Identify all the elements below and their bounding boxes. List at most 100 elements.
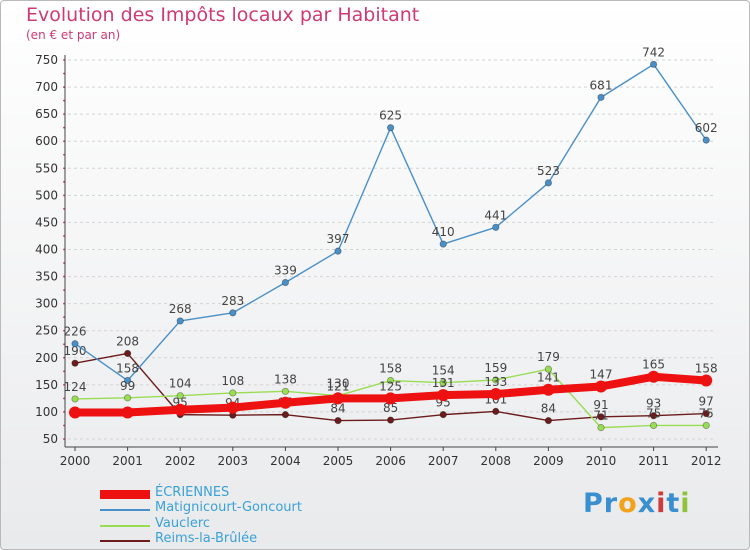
data-label: 71 [593,409,608,423]
data-point [332,392,344,405]
logo-letter: r [603,488,619,519]
data-label: 121 [327,379,350,393]
data-point [121,406,134,419]
data-label: 93 [646,397,661,411]
data-label: 84 [330,402,345,416]
legend-swatch [100,509,150,511]
y-minor-tick [63,221,65,224]
data-point [124,376,132,385]
y-minor-tick [63,424,65,427]
y-tick-label: 250 [35,324,58,338]
x-tick-label: 2007 [428,454,459,468]
logo-letter: t [666,488,681,519]
y-tick-label: 450 [35,215,58,229]
data-label: 158 [695,362,718,376]
data-point [492,223,500,231]
data-label: 75 [699,406,714,420]
y-tick-label: 550 [35,161,58,175]
data-point [439,240,447,248]
data-label: 131 [432,376,455,390]
y-tick-label: 750 [35,53,58,67]
data-point [544,365,553,373]
data-point [281,278,289,287]
y-minor-tick [63,302,65,305]
data-point [71,395,79,403]
y-minor-tick [63,207,65,210]
y-tick-label: 50 [43,432,58,446]
data-label: 397 [327,232,350,246]
legend-swatch [100,490,150,499]
data-point [281,411,289,419]
x-tick-label: 2009 [533,454,564,468]
y-minor-tick [63,262,65,264]
data-label: 159 [484,361,507,375]
logo-letter: o [618,488,638,519]
data-label: 85 [383,401,398,415]
legend-swatch [100,540,150,542]
legend-label: ÉCRIENNES [155,485,230,500]
y-minor-tick [63,72,65,75]
data-point [439,411,447,419]
data-point [229,389,237,397]
data-point [229,309,237,317]
data-point [176,317,184,325]
y-minor-tick [63,167,65,170]
x-tick-label: 2012 [691,454,722,468]
y-tick-label: 200 [35,351,58,365]
logo-letter: P [583,488,604,519]
data-label: 97 [699,395,714,409]
data-label: 75 [646,406,661,420]
data-label: 158 [116,362,139,376]
y-minor-tick [63,343,65,346]
x-tick-label: 2011 [638,454,669,468]
data-label: 84 [541,402,556,416]
data-point [124,394,132,402]
data-label: 226 [64,325,87,339]
data-point [124,349,132,358]
y-minor-tick [63,370,65,373]
x-tick-label: 2000 [60,454,91,468]
data-label: 208 [116,334,139,348]
x-tick-label: 2003 [218,454,249,468]
data-label: 523 [537,164,560,178]
y-tick-label: 150 [35,378,58,392]
y-minor-tick [63,316,65,319]
y-minor-tick [63,397,65,400]
y-minor-tick [63,438,65,440]
data-point [386,376,395,385]
legend-label: Reims-la-Brûlée [155,531,258,546]
y-tick-label: 500 [35,188,58,202]
x-tick-label: 2004 [270,454,301,468]
data-point [595,380,607,393]
data-point [437,389,450,402]
logo-letter: i [680,488,691,519]
data-point [492,407,500,415]
data-point [702,409,710,418]
data-point [69,406,81,419]
data-point [649,60,658,68]
y-minor-tick [63,356,65,359]
proxiti-logo: Proxiti [583,488,691,519]
data-point [334,416,342,425]
data-point [597,424,605,432]
x-tick-label: 2010 [586,454,617,468]
data-point [176,392,184,400]
y-minor-tick [63,289,65,292]
x-tick-label: 2005 [323,454,354,468]
data-point [279,396,292,409]
data-label: 91 [593,398,608,412]
data-label: 138 [274,372,297,386]
y-minor-tick [63,194,65,197]
legend-label: Matignicourt-Goncourt [155,500,302,515]
data-label: 602 [695,121,718,135]
data-label: 154 [432,364,455,378]
y-minor-tick [63,275,65,278]
data-point [649,421,658,430]
data-label: 179 [537,350,560,364]
y-tick-label: 400 [35,243,58,257]
y-minor-tick [63,248,65,251]
data-label: 99 [120,379,135,393]
data-label: 410 [432,225,455,239]
